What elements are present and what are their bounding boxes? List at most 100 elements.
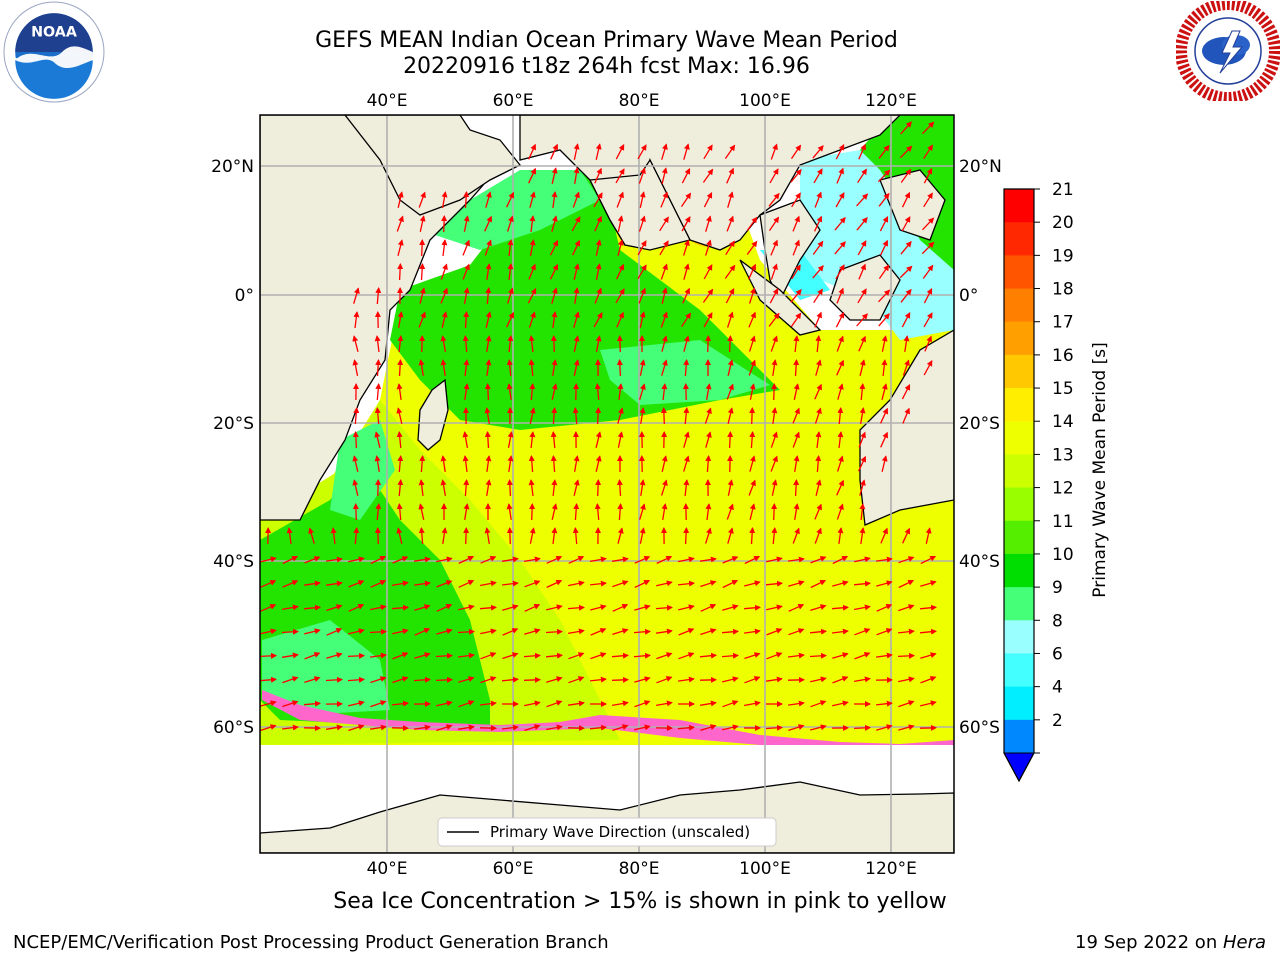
wave-vector-arrow: [656, 555, 673, 564]
wave-vector-arrow: [458, 676, 475, 683]
wave-vector-arrow: [660, 263, 668, 280]
wave-vector-arrow: [414, 652, 431, 659]
wave-vector-arrow: [567, 604, 585, 611]
wave-vector-arrow: [391, 604, 409, 611]
wave-vector-arrow: [634, 580, 651, 588]
wave-vector-arrow: [702, 168, 714, 183]
wave-vector-arrow: [922, 264, 934, 279]
wave-vector-arrow: [836, 503, 844, 520]
wave-vector-arrow: [727, 191, 734, 208]
wave-vector-arrow: [594, 287, 602, 304]
wave-vector-arrow: [638, 287, 646, 304]
wave-vector-arrow: [897, 652, 915, 659]
wave-vector-arrow: [506, 383, 513, 400]
colorbar-bin: [1004, 719, 1034, 754]
wave-vector-arrow: [683, 431, 690, 448]
wave-vector-arrow: [304, 580, 321, 587]
noaa-logo-icon: NOAA: [3, 1, 105, 103]
wave-vector-arrow: [463, 191, 470, 209]
wave-vector-arrow: [396, 215, 404, 232]
wave-vector-arrow: [527, 287, 537, 304]
wave-vector-arrow: [440, 263, 448, 280]
wave-vector-arrow: [612, 628, 629, 636]
wave-vector-arrow: [568, 580, 585, 587]
wave-vector-arrow: [551, 383, 558, 400]
wave-vector-arrow: [545, 652, 563, 659]
wave-vector-arrow: [397, 455, 404, 473]
wave-vector-arrow: [419, 239, 426, 257]
wave-vector-arrow: [529, 503, 536, 521]
wave-vector-arrow: [485, 335, 492, 353]
wave-vector-arrow: [617, 383, 624, 400]
wave-vector-arrow: [436, 628, 453, 635]
wave-vector-arrow: [551, 503, 558, 520]
wave-vector-arrow: [414, 580, 431, 587]
wave-vector-arrow: [617, 527, 624, 544]
wave-vector-arrow: [902, 407, 910, 424]
wave-vector-arrow: [810, 604, 827, 612]
wave-vector-arrow: [681, 168, 691, 184]
wave-vector-arrow: [810, 556, 827, 564]
wave-vector-arrow: [793, 335, 800, 352]
wave-vector-arrow: [853, 724, 871, 731]
wave-vector-arrow: [919, 628, 937, 635]
lon-labels-top: 40°E 60°E 80°E 100°E 120°E: [367, 91, 917, 111]
nws-logo-icon: [1176, 1, 1280, 101]
wave-vector-arrow: [633, 628, 651, 635]
wave-vector-arrow: [612, 724, 629, 732]
wave-vector-arrow: [463, 359, 470, 376]
wave-vector-arrow: [528, 455, 535, 473]
wave-vector-arrow: [260, 628, 277, 635]
wave-vector-arrow: [704, 407, 712, 424]
wave-vector-arrow: [374, 407, 381, 425]
wave-vector-arrow: [857, 168, 867, 184]
lon-labels-bottom: 40°E 60°E 80°E 100°E 120°E: [367, 859, 917, 879]
wave-vector-arrow: [304, 676, 321, 684]
wave-vector-arrow: [281, 652, 299, 659]
wave-vector-arrow: [572, 527, 579, 545]
wave-vector-arrow: [832, 580, 849, 587]
wave-vector-arrow: [749, 455, 756, 472]
wave-vector-arrow: [501, 556, 519, 563]
wave-vector-arrow: [391, 580, 409, 587]
wave-vector-arrow: [573, 143, 580, 160]
wave-vector-arrow: [854, 652, 871, 660]
wave-vector-arrow: [528, 311, 536, 328]
wave-vector-arrow: [744, 652, 761, 660]
wave-vector-arrow: [418, 359, 425, 377]
wave-vector-arrow: [879, 216, 889, 232]
map-legend: Primary Wave Direction (unscaled): [437, 817, 777, 847]
wave-vector-arrow: [853, 604, 871, 611]
wave-vector-arrow: [790, 312, 802, 327]
wave-vector-arrow: [375, 383, 382, 401]
wave-vector-arrow: [703, 192, 713, 208]
wave-vector-arrow: [462, 455, 469, 472]
wave-vector-arrow: [924, 335, 932, 352]
wave-vector-arrow: [352, 455, 359, 472]
wave-vector-arrow: [551, 191, 558, 208]
wave-vector-arrow: [923, 360, 933, 376]
wave-vector-arrow: [462, 239, 470, 256]
wave-vector-arrow: [634, 556, 651, 564]
wave-vector-arrow: [418, 479, 425, 496]
wave-vector-arrow: [900, 121, 912, 135]
wave-vector-arrow: [353, 311, 360, 328]
wave-vector-arrow: [485, 455, 492, 472]
colorbar-bin: [1004, 454, 1034, 489]
colorbar-tick-label: 11: [1052, 512, 1074, 532]
wave-vector-arrow: [857, 288, 867, 304]
wave-vector-arrow: [524, 628, 541, 635]
wave-vector-arrow: [441, 215, 448, 233]
wave-vector-arrow: [347, 676, 365, 683]
wave-vector-arrow: [683, 479, 690, 496]
wave-vector-arrow: [352, 431, 359, 449]
wave-vector-arrow: [923, 288, 933, 304]
wave-vector-arrow: [611, 652, 629, 659]
lat-labels-right: 20°N 0° 20°S 40°S 60°S: [959, 157, 1002, 738]
wave-vector-arrow: [699, 652, 717, 659]
wave-vector-arrow: [639, 311, 646, 328]
wave-vector-arrow: [260, 676, 277, 683]
ocean-field-lightgreen-3: [262, 620, 390, 715]
wave-vector-arrow: [441, 527, 448, 544]
